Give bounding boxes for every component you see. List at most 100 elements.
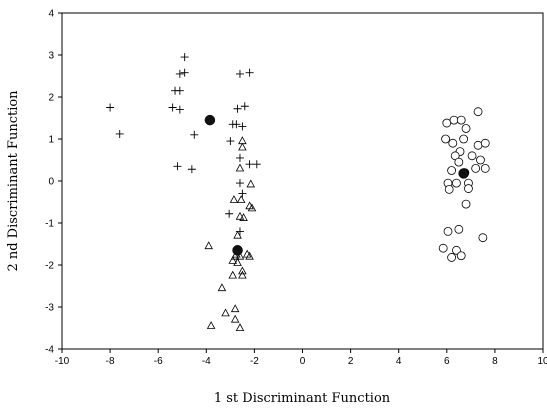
circle-point	[452, 245, 461, 255]
triangle-point	[221, 308, 230, 317]
plus-point	[245, 160, 254, 169]
x-tick-label: -8	[106, 356, 115, 367]
y-tick-label: -1	[45, 219, 54, 230]
y-tick: 0	[48, 177, 62, 188]
triangle-point	[245, 251, 254, 260]
plus-point	[180, 68, 189, 77]
circle-point	[476, 155, 485, 165]
y-tick: -3	[45, 303, 62, 314]
x-tick-label: 4	[396, 356, 402, 367]
x-tick: 0	[300, 349, 306, 367]
plus-point	[235, 69, 244, 78]
triangle-point	[235, 211, 245, 220]
series-centroid	[204, 114, 469, 256]
x-tick: 6	[444, 349, 450, 367]
circle-point	[459, 134, 469, 144]
plus-point	[240, 102, 249, 111]
plus-point	[235, 179, 244, 188]
circle-point	[448, 138, 458, 148]
triangle-point	[204, 241, 213, 250]
x-tick-label: 6	[444, 356, 450, 367]
y-tick-label: -3	[45, 303, 54, 314]
plus-point	[235, 227, 244, 236]
plus-point	[106, 103, 115, 112]
plus-point	[180, 53, 189, 62]
y-axis-label: 2 nd Discriminant Function	[6, 90, 21, 272]
circle-point	[447, 253, 457, 262]
circle-point	[441, 134, 450, 144]
y-tick: 2	[48, 93, 62, 104]
circle-point	[478, 233, 488, 243]
y-tick: 1	[48, 135, 62, 146]
circle-point	[452, 178, 461, 188]
centroid-point	[204, 114, 216, 126]
triangle-point	[245, 201, 254, 210]
y-tick-label: 2	[48, 93, 54, 104]
triangle-point	[246, 179, 256, 188]
plus-point	[168, 103, 177, 112]
plus-point	[175, 69, 184, 78]
x-tick-label: 8	[492, 356, 498, 367]
triangle-point	[229, 195, 239, 203]
plus-point	[228, 120, 237, 129]
triangle-point	[238, 266, 247, 275]
triangle-point	[236, 195, 246, 203]
x-axis-ticks: -10 -8 -6 -4 -2 0 2 4 6 8 10	[55, 349, 547, 367]
triangle-point	[239, 213, 248, 221]
circle-point	[473, 140, 483, 150]
y-tick-label: 4	[48, 9, 54, 20]
plus-point	[238, 122, 247, 131]
x-tick: 10	[537, 349, 547, 367]
x-tick-label: 10	[537, 356, 547, 367]
plus-point	[175, 105, 184, 114]
x-tick-label: -6	[154, 356, 163, 367]
plus-point	[187, 165, 196, 174]
plus-point	[233, 104, 242, 113]
circle-point	[461, 124, 471, 133]
triangle-point	[230, 304, 240, 313]
x-tick: 4	[396, 349, 402, 367]
y-tick: 3	[48, 51, 62, 62]
triangle-point	[238, 142, 247, 151]
series-circle	[438, 107, 490, 262]
data-points	[106, 53, 490, 331]
circle-point	[467, 151, 477, 161]
circle-point	[461, 199, 471, 209]
circle-point	[454, 157, 464, 167]
triangle-point	[228, 255, 238, 264]
y-tick: -1	[45, 219, 62, 230]
circle-point	[471, 163, 481, 173]
triangle-point	[233, 230, 242, 239]
plus-point	[252, 160, 261, 169]
x-tick: -10	[55, 349, 70, 367]
circle-point	[443, 226, 453, 236]
circle-point	[464, 184, 473, 193]
x-tick: 2	[348, 349, 354, 367]
x-tick: -6	[154, 349, 163, 367]
y-tick-label: 1	[48, 135, 54, 146]
triangle-point	[235, 323, 245, 331]
plus-point	[175, 86, 184, 95]
triangle-point	[247, 203, 257, 212]
x-tick: -4	[202, 349, 211, 367]
circle-point	[480, 163, 490, 173]
plus-point	[173, 162, 182, 171]
y-tick-label: -4	[45, 345, 54, 356]
circle-point	[447, 166, 457, 175]
circle-point	[454, 224, 464, 234]
circle-point	[444, 184, 454, 194]
triangle-point	[235, 163, 245, 172]
series-triangle	[204, 136, 257, 331]
y-tick: -2	[45, 261, 62, 272]
y-tick: 4	[48, 9, 62, 20]
circle-point	[456, 251, 466, 261]
plus-point	[115, 129, 124, 138]
circle-point	[456, 115, 466, 125]
x-tick-label: 2	[348, 356, 354, 367]
triangle-point	[230, 251, 240, 260]
triangle-point	[233, 258, 242, 266]
x-tick-label: 0	[300, 356, 306, 367]
triangle-point	[228, 270, 238, 279]
triangle-point	[230, 314, 240, 323]
